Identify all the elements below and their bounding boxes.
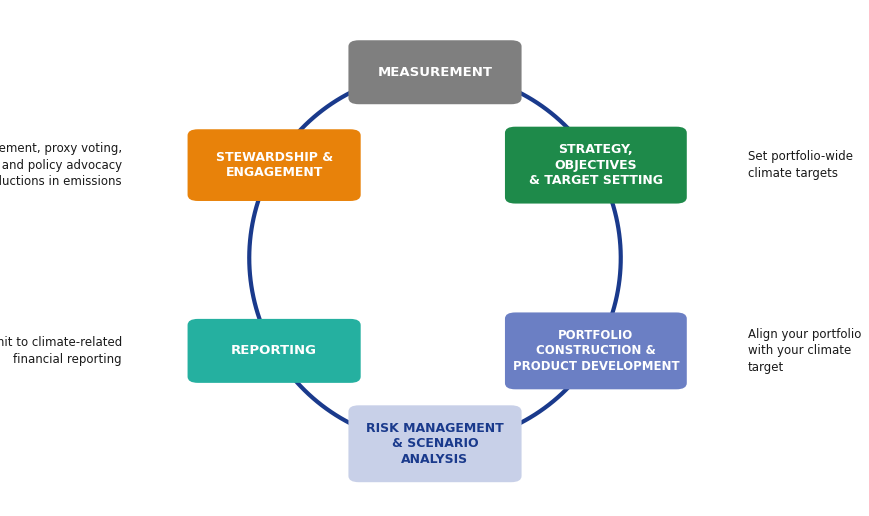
FancyBboxPatch shape (348, 406, 521, 482)
FancyBboxPatch shape (348, 40, 521, 104)
FancyBboxPatch shape (504, 127, 686, 204)
Text: RISK MANAGEMENT
& SCENARIO
ANALYSIS: RISK MANAGEMENT & SCENARIO ANALYSIS (366, 422, 503, 466)
Text: PORTFOLIO
CONSTRUCTION &
PRODUCT DEVELOPMENT: PORTFOLIO CONSTRUCTION & PRODUCT DEVELOP… (512, 329, 679, 373)
Text: Align your portfolio
with your climate
target: Align your portfolio with your climate t… (747, 328, 860, 374)
Text: Commit to climate-related
financial reporting: Commit to climate-related financial repo… (0, 336, 122, 366)
Text: MEASUREMENT: MEASUREMENT (377, 66, 492, 79)
Text: Set portfolio-wide
climate targets: Set portfolio-wide climate targets (747, 150, 852, 180)
Text: STRATEGY,
OBJECTIVES
& TARGET SETTING: STRATEGY, OBJECTIVES & TARGET SETTING (528, 143, 662, 187)
Text: Use engagement, proxy voting,
divestment and policy advocacy
to spur reductions : Use engagement, proxy voting, divestment… (0, 142, 122, 188)
FancyBboxPatch shape (188, 130, 361, 201)
FancyBboxPatch shape (188, 319, 361, 383)
Text: STEWARDSHIP &
ENGAGEMENT: STEWARDSHIP & ENGAGEMENT (216, 151, 332, 180)
Text: REPORTING: REPORTING (231, 344, 317, 358)
FancyBboxPatch shape (504, 312, 686, 389)
